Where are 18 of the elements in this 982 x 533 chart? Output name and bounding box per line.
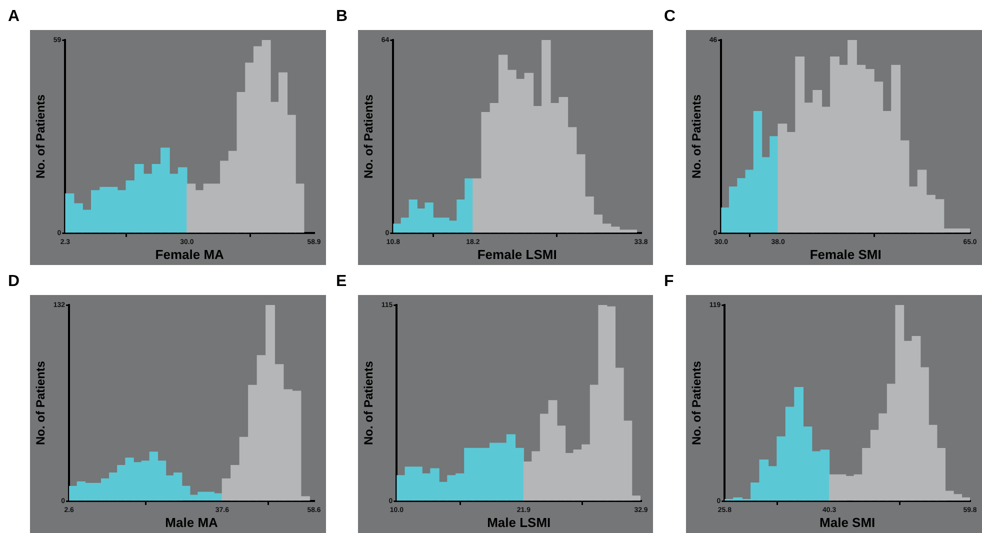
y-axis-title: No. of Patients: [690, 360, 704, 446]
x-axis-title: Male SMI: [820, 514, 876, 530]
chart-title: A: [8, 8, 20, 26]
x-axis-title: Female LSMI: [477, 246, 557, 262]
y-axis-title: No. of Patients: [362, 94, 376, 179]
y-axis-title: No. of Patients: [362, 360, 376, 446]
x-axis-title: Female MA: [155, 246, 225, 262]
chart-title: C: [664, 8, 676, 26]
y-axis-title: No. of Patients: [34, 94, 48, 179]
x-axis-title: Female SMI: [810, 246, 882, 262]
chart-title: E: [336, 273, 347, 291]
x-axis-title: Male LSMI: [487, 514, 551, 530]
x-axis-title: Male MA: [165, 514, 219, 530]
y-axis-title: No. of Patients: [34, 360, 48, 446]
chart-title: B: [336, 8, 348, 26]
chart-title: D: [8, 273, 20, 291]
y-axis-title: No. of Patients: [690, 94, 704, 179]
chart-title: F: [664, 273, 674, 291]
